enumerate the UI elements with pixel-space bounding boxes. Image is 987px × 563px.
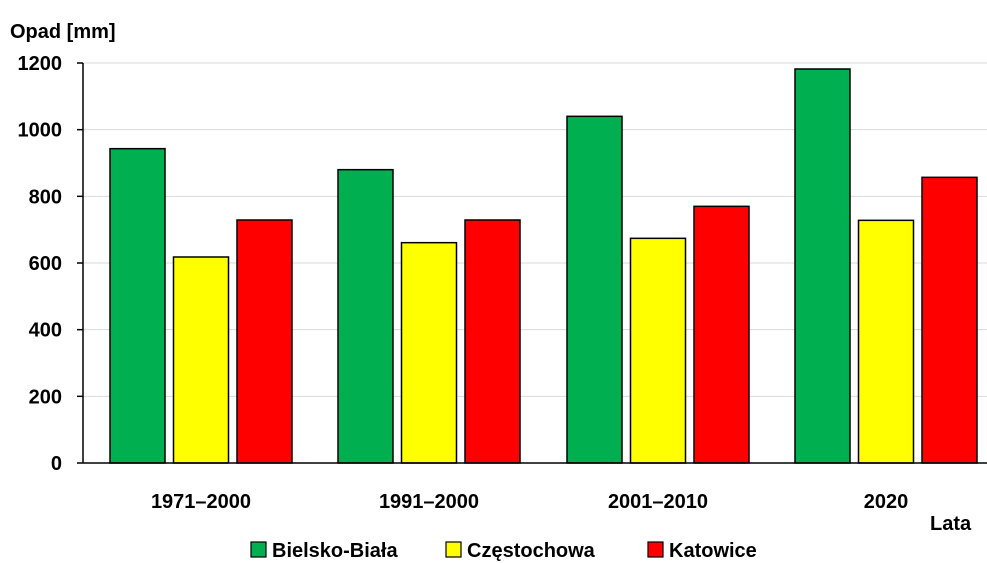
y-tick-label: 600 <box>29 253 62 275</box>
axes <box>77 62 987 464</box>
bar <box>109 147 166 464</box>
y-tick-label: 0 <box>51 453 62 475</box>
bar <box>693 205 750 464</box>
bar <box>236 219 293 464</box>
bar <box>629 237 687 464</box>
x-tick-label: 2001–2010 <box>608 491 708 513</box>
y-axis-label: Opad [mm] <box>10 21 116 43</box>
x-tick-label: 2020 <box>864 491 909 513</box>
bar <box>857 219 915 464</box>
legend-label: Katowice <box>669 540 757 562</box>
x-tick-label: 1971–2000 <box>151 491 251 513</box>
y-tick-label: 800 <box>29 186 62 208</box>
bar <box>566 115 623 464</box>
y-tick-label: 400 <box>29 320 62 342</box>
legend-label: Bielsko-Biała <box>272 540 398 562</box>
y-tick-label: 1200 <box>18 53 63 75</box>
legend-swatch <box>445 541 462 558</box>
bar <box>921 176 978 464</box>
bar <box>337 168 394 464</box>
bars <box>109 68 978 464</box>
x-axis-label: Lata <box>930 513 972 535</box>
y-tick-labels: 0 200 400 600 800 1000 1200 <box>18 53 63 475</box>
bar <box>400 241 458 464</box>
y-tick-label: 1000 <box>18 120 63 142</box>
legend: Bielsko-Biała Częstochowa Katowice <box>250 540 757 562</box>
bar <box>794 68 851 464</box>
bar <box>464 219 521 464</box>
bar <box>172 256 230 464</box>
y-tick-label: 200 <box>29 386 62 408</box>
legend-swatch <box>647 541 664 558</box>
legend-label: Częstochowa <box>467 540 596 562</box>
x-tick-labels: 1971–2000 1991–2000 2001–2010 2020 <box>151 491 908 513</box>
x-tick-label: 1991–2000 <box>379 491 479 513</box>
legend-swatch <box>250 541 267 558</box>
